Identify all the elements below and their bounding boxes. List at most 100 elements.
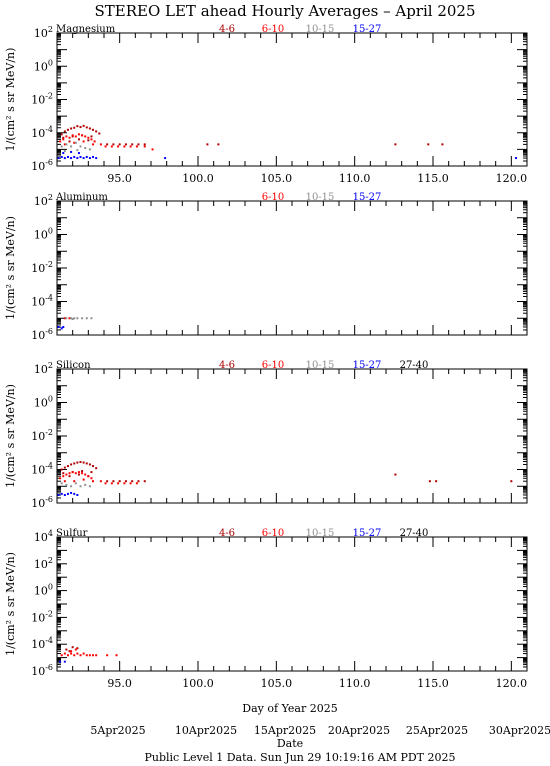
data-point	[104, 482, 107, 485]
data-point	[63, 652, 66, 655]
data-point	[62, 472, 65, 475]
data-point	[123, 145, 126, 148]
data-point	[63, 466, 66, 469]
data-point	[65, 648, 68, 651]
data-point	[135, 145, 138, 148]
data-point	[70, 650, 73, 653]
data-point	[112, 143, 115, 146]
x-tick-label: 115.0	[417, 172, 449, 185]
x-tick-label: 95.0	[107, 677, 132, 690]
legend-27-40: 27-40	[400, 360, 429, 371]
data-point	[60, 492, 63, 495]
data-point	[70, 491, 73, 494]
data-point	[95, 467, 98, 470]
data-point	[515, 157, 518, 160]
data-point	[81, 470, 84, 473]
data-point	[90, 138, 93, 141]
x-tick-label: 100.0	[182, 172, 214, 185]
data-point	[76, 157, 79, 160]
legend-15-27: 15-27	[353, 528, 382, 539]
x-axis-label: Day of Year 2025	[242, 702, 337, 715]
y-tick-label: 102	[34, 193, 53, 208]
data-point	[117, 145, 120, 148]
data-point	[74, 482, 77, 485]
data-point	[68, 472, 71, 475]
data-point	[79, 126, 82, 129]
data-point	[65, 135, 68, 138]
data-point	[59, 660, 62, 663]
data-point	[85, 126, 88, 129]
y-tick-label: 10-4	[31, 294, 53, 309]
data-point	[81, 472, 84, 475]
data-point	[76, 149, 79, 152]
data-point	[87, 139, 90, 142]
data-point	[84, 473, 87, 476]
data-point	[164, 157, 167, 160]
data-point	[85, 155, 88, 158]
y-tick-label: 10-6	[31, 158, 53, 173]
legend-6-10: 6-10	[262, 528, 284, 539]
data-point	[92, 155, 95, 158]
y-tick-label: 10-6	[31, 495, 53, 510]
date-tick-label: 20Apr2025	[328, 724, 390, 737]
data-point	[82, 461, 85, 464]
y-tick-label: 10-2	[31, 428, 53, 443]
data-point	[70, 652, 73, 655]
data-point	[71, 318, 74, 321]
data-point	[76, 317, 79, 320]
data-point	[73, 317, 76, 320]
data-point	[70, 127, 73, 130]
data-point	[206, 143, 209, 146]
data-point	[115, 654, 118, 657]
data-point	[77, 152, 80, 155]
data-point	[65, 317, 68, 320]
series-15-27	[57, 150, 518, 160]
y-tick-label: 100	[34, 395, 53, 410]
data-point	[394, 143, 397, 146]
date-tick-label: 15Apr2025	[254, 724, 316, 737]
data-point	[71, 135, 74, 138]
x-tick-label: 100.0	[182, 677, 214, 690]
data-point	[68, 650, 71, 653]
data-point	[73, 141, 76, 144]
data-point	[129, 145, 132, 148]
data-point	[71, 646, 74, 649]
data-point	[62, 326, 65, 329]
data-point	[79, 461, 82, 464]
data-point	[95, 654, 98, 657]
date-tick-label: 5Apr2025	[90, 724, 145, 737]
data-point	[73, 480, 76, 483]
y-tick-label: 102	[34, 25, 53, 40]
y-axis-label: 1/(cm² s sr MeV/n)	[4, 552, 17, 656]
panel-silicon: 102 100 10-2 10-4 10-6 Silicon 4-6 6-10 10-15 15-…	[4, 360, 528, 510]
data-point	[60, 145, 63, 148]
data-point	[68, 317, 71, 320]
data-point	[428, 480, 431, 483]
data-point	[68, 140, 71, 143]
data-point	[85, 462, 88, 465]
data-point	[82, 157, 85, 160]
data-point	[82, 478, 85, 481]
data-point	[143, 480, 146, 483]
data-point	[74, 141, 77, 144]
data-point	[63, 660, 66, 663]
data-point	[90, 471, 93, 474]
data-point	[63, 157, 66, 160]
y-tick-label: 10-2	[31, 260, 53, 275]
data-point	[70, 463, 73, 466]
legend-15-27: 15-27	[353, 360, 382, 371]
data-point	[70, 157, 73, 160]
plot-frame	[56, 368, 528, 504]
data-point	[99, 480, 102, 483]
series-10-15	[60, 482, 91, 488]
y-tick-label: 10-4	[31, 462, 53, 477]
data-point	[110, 145, 113, 148]
y-axis-label: 1/(cm² s sr MeV/n)	[4, 48, 17, 152]
data-point	[217, 143, 220, 146]
data-point	[74, 135, 77, 138]
data-point	[82, 652, 85, 655]
data-point	[70, 317, 73, 320]
plot-frame	[56, 536, 528, 672]
plot-frame	[56, 200, 528, 336]
data-point	[63, 149, 66, 152]
